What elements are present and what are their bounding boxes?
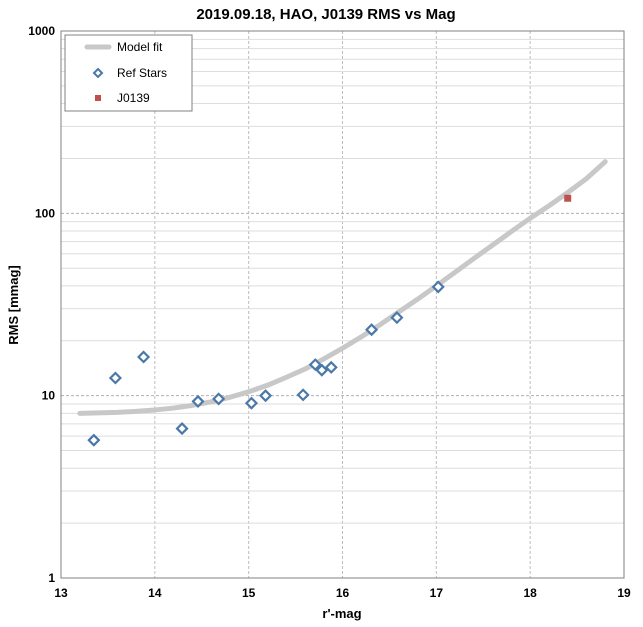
legend-swatch-j0139 <box>95 95 101 101</box>
ref-star-point <box>365 323 379 337</box>
legend: Model fit Ref Stars J0139 <box>64 34 193 112</box>
x-tick-label: 16 <box>336 586 350 600</box>
ref-star-point <box>87 433 101 447</box>
target-point <box>564 194 572 202</box>
x-tick-label: 13 <box>54 586 68 600</box>
y-tick-label: 100 <box>35 206 55 220</box>
x-tick-label: 15 <box>242 586 256 600</box>
ref-star-point <box>259 389 273 403</box>
tick-labels: 13 14 15 16 17 18 19 1 10 100 1000 <box>28 24 631 600</box>
y-tick-label: 10 <box>42 389 56 403</box>
x-tick-label: 19 <box>617 586 631 600</box>
ref-star-point <box>315 363 329 377</box>
y-tick-label: 1000 <box>28 24 55 38</box>
ref-star-point <box>108 371 122 385</box>
ref-star-point <box>212 392 226 406</box>
model-fit-line <box>77 159 608 416</box>
ref-star-point <box>324 360 338 374</box>
ref-star-point <box>308 358 322 372</box>
ref-star-point <box>175 422 189 436</box>
y-axis-label: RMS [mmag] <box>6 265 21 344</box>
legend-label: Model fit <box>117 40 163 54</box>
x-axis-label: r'-mag <box>322 606 361 621</box>
ref-star-point <box>137 350 151 364</box>
ref-star-point <box>390 311 404 325</box>
series-layer <box>77 159 608 447</box>
x-tick-label: 14 <box>148 586 162 600</box>
x-tick-label: 17 <box>430 586 444 600</box>
legend-label: Ref Stars <box>117 66 167 80</box>
legend-label: J0139 <box>117 91 150 105</box>
plot-area <box>60 30 625 579</box>
grid <box>61 31 624 578</box>
ref-star-point <box>431 280 445 294</box>
ref-star-point <box>191 394 205 408</box>
x-tick-label: 18 <box>523 586 537 600</box>
y-tick-label: 1 <box>48 571 55 585</box>
chart-title: 2019.09.18, HAO, J0139 RMS vs Mag <box>196 6 455 23</box>
legend-swatch-ref-stars <box>92 67 104 79</box>
ref-star-point <box>244 396 259 410</box>
ref-star-point <box>296 388 310 402</box>
